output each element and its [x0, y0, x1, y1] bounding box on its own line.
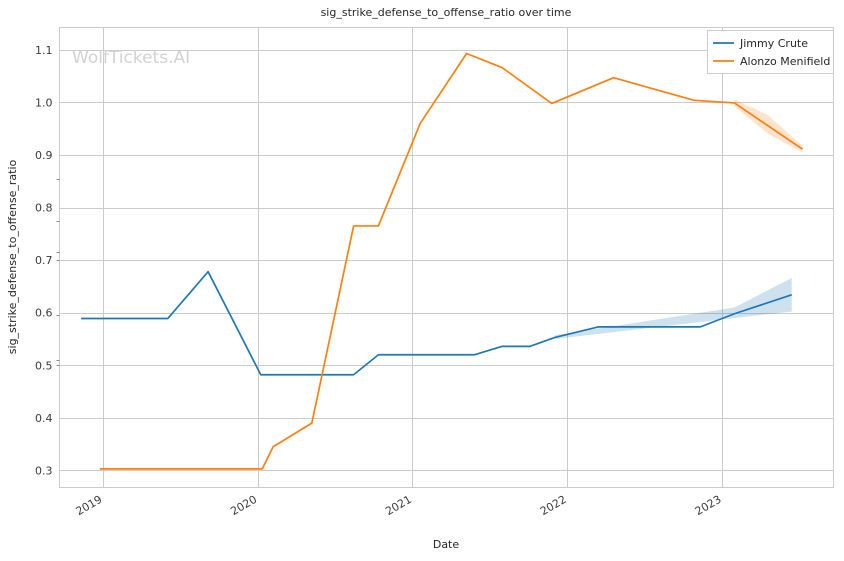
- y-tick-label-6: 0.9: [35, 149, 53, 162]
- y-axis-label: sig_strike_defense_to_offense_ratio: [6, 160, 19, 355]
- plot-area-background: [59, 27, 834, 488]
- watermark-label: WolfTickets.AI: [72, 48, 190, 68]
- chart-title: sig_strike_defense_to_offense_ratio over…: [321, 6, 572, 19]
- chart-legend[interactable]: Jimmy Crute Alonzo Menifield: [707, 30, 834, 74]
- y-minor-ticks: [56, 179, 60, 366]
- y-tick-label-7: 1.0: [35, 96, 53, 109]
- y-tick-label-1: 0.4: [35, 412, 53, 425]
- legend-background: [707, 30, 834, 74]
- y-tick-label-2: 0.5: [35, 359, 53, 372]
- confidence-band-0: [554, 278, 792, 339]
- series-line-0: [81, 270, 792, 376]
- y-tick-label-4: 0.7: [35, 254, 53, 267]
- y-tick-label-8: 1.1: [35, 44, 53, 57]
- y-tick-label-5: 0.8: [35, 202, 53, 215]
- y-tick-labels: 0.3 0.4 0.5 0.6 0.7 0.8 0.9 1.0 1.1: [35, 44, 53, 478]
- y-tick-label-0: 0.3: [35, 464, 53, 477]
- y-tick-label-3: 0.6: [35, 307, 53, 320]
- x-axis-label: Date: [433, 538, 460, 551]
- y-gridlines: [59, 50, 834, 471]
- series-line-1: [99, 52, 804, 470]
- series-lines: [81, 52, 804, 470]
- x-gridlines: [103, 27, 723, 488]
- legend-label-jimmy-crute: Jimmy Crute: [739, 37, 808, 50]
- legend-label-alonzo-menifield: Alonzo Menifield: [740, 55, 830, 68]
